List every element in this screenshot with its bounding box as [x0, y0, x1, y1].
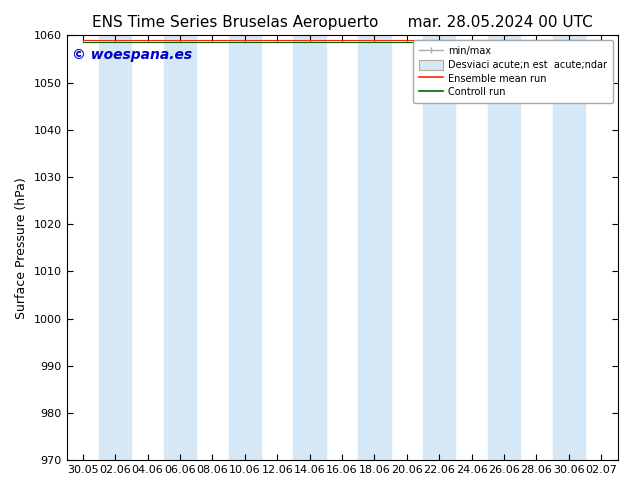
Bar — [99, 35, 131, 460]
Y-axis label: Surface Pressure (hPa): Surface Pressure (hPa) — [15, 177, 28, 318]
Bar — [553, 35, 585, 460]
Legend: min/max, Desviaci acute;n est  acute;ndar, Ensemble mean run, Controll run: min/max, Desviaci acute;n est acute;ndar… — [413, 40, 612, 103]
Bar — [423, 35, 455, 460]
Bar — [488, 35, 521, 460]
Text: © woespana.es: © woespana.es — [72, 48, 192, 62]
Bar — [358, 35, 391, 460]
Bar — [164, 35, 196, 460]
Title: ENS Time Series Bruselas Aeropuerto      mar. 28.05.2024 00 UTC: ENS Time Series Bruselas Aeropuerto mar.… — [92, 15, 592, 30]
Bar — [229, 35, 261, 460]
Bar — [294, 35, 326, 460]
